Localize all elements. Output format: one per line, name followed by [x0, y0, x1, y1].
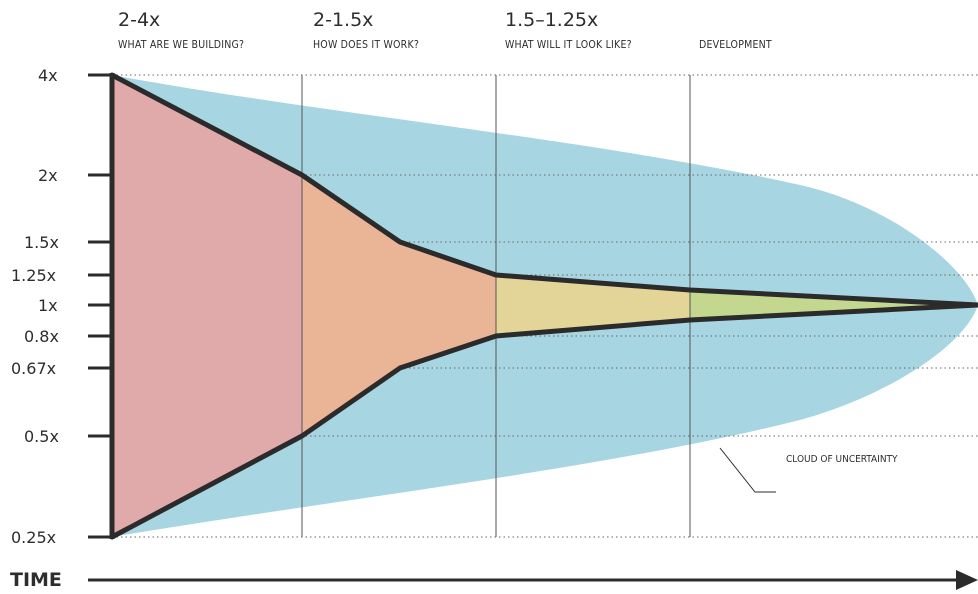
phase3-subtitle: WHAT WILL IT LOOK LIKE? — [505, 39, 632, 51]
y-tick-label: 4x — [38, 66, 58, 85]
phase2-cone — [302, 175, 496, 436]
cloud-of-uncertainty-label: CLOUD OF UNCERTAINTY — [786, 454, 898, 465]
y-tick-label: 0.8x — [24, 327, 59, 346]
time-axis-arrowhead — [956, 570, 978, 590]
phase2-subtitle: HOW DOES IT WORK? — [313, 39, 419, 51]
y-axis — [88, 73, 115, 539]
y-tick-labels: 4x 2x 1.5x 1.25x 1x 0.8x 0.67x 0.5x 0.25… — [11, 66, 59, 547]
phase3-cone — [496, 275, 690, 336]
phase3-range: 1.5–1.25x — [505, 9, 598, 31]
phase-dividers — [301, 75, 691, 537]
cone-upper-bound — [109, 72, 978, 308]
phase1-subtitle: WHAT ARE WE BUILDING? — [118, 39, 244, 51]
y-tick-label: 2x — [38, 166, 58, 185]
y-tick-label: 1.5x — [24, 233, 59, 252]
y-tick-label: 0.5x — [24, 427, 59, 446]
cloud-label-leader-line — [719, 447, 776, 493]
phase-headers: 2-4x WHAT ARE WE BUILDING? 2-1.5x HOW DO… — [118, 9, 772, 51]
phase2-range: 2-1.5x — [313, 9, 373, 31]
phase1-range: 2-4x — [118, 9, 160, 31]
time-axis-label: TIME — [10, 569, 62, 591]
y-tick-label: 1x — [38, 296, 58, 315]
phase4-subtitle: DEVELOPMENT — [699, 39, 772, 51]
phase1-cone — [112, 75, 302, 537]
phase4-cone — [690, 290, 978, 320]
y-tick-label: 0.25x — [11, 528, 56, 547]
y-tick-label: 1.25x — [11, 266, 56, 285]
cone-lower-bound — [109, 302, 978, 540]
y-tick-label: 0.67x — [11, 359, 56, 378]
